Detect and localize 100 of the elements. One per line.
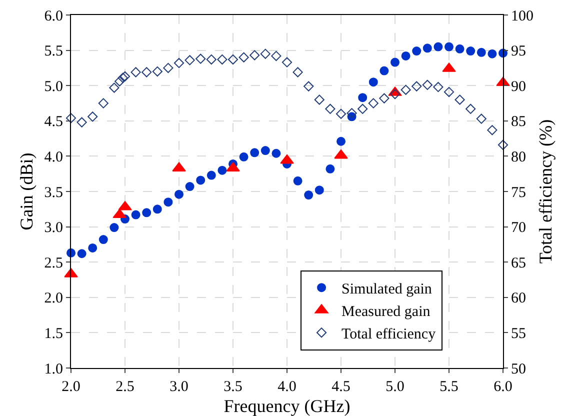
point [272,148,281,158]
point [217,54,228,65]
x-axis-title: Frequency (GHz) [224,396,350,416]
y2-tick-label: 65 [511,255,526,272]
point [498,140,508,150]
point [282,57,292,68]
point [76,117,87,128]
point [163,62,174,73]
point [412,81,422,92]
point [292,67,303,78]
x-tick-label: 4.5 [332,379,350,395]
y-tick-label: 5.5 [44,44,63,60]
point [112,208,126,218]
point [487,125,498,136]
point [280,154,294,164]
point [422,44,432,53]
point [185,182,194,192]
y-tick-label: 3.5 [44,184,63,201]
y-tick-label: 1.5 [44,326,63,342]
legend-label: Measured gain [342,304,431,320]
y-tick-label: 3.0 [44,220,63,236]
point [336,108,346,119]
x-tick-label: 5.5 [440,379,458,395]
point [326,164,335,174]
point [98,98,108,108]
y2-tick-label: 70 [511,220,526,236]
point [142,208,152,218]
point [142,67,152,78]
x-tick-label: 2.5 [116,379,134,395]
point [206,170,216,180]
x-tick-label: 3.5 [224,379,242,395]
point [218,166,227,175]
point [114,76,125,86]
point [196,54,206,64]
point [110,223,119,232]
y2-tick-label: 80 [511,149,526,166]
point [271,50,282,61]
point [131,210,140,220]
point [130,67,141,78]
point [88,243,98,252]
point [380,66,389,76]
point [368,98,378,108]
point [444,42,454,52]
y2-tick-label: 100 [511,8,534,24]
point [109,82,120,93]
point [390,58,400,67]
point [466,104,476,114]
x-tick-label: 2.0 [62,379,80,395]
y2-tick-label: 95 [511,44,526,60]
point [422,80,432,90]
y-tick-label: 2.5 [44,255,63,272]
y-tick-label: 6.0 [44,8,63,24]
point [184,55,195,66]
y2-tick-label: 55 [511,326,526,342]
point [346,108,357,118]
point [88,112,98,122]
point [358,104,368,114]
y-axis-title: Gain (dBi) [16,152,36,230]
point [476,48,486,57]
point [401,51,410,60]
y2-tick-label: 75 [511,184,526,201]
legend-label: Total efficiency [342,326,436,342]
point [314,186,324,195]
point [455,44,464,54]
point [238,52,249,62]
point [228,54,238,65]
point [379,93,390,104]
point [334,149,348,159]
point [454,94,465,105]
y-tick-label: 4.0 [44,149,63,166]
point [434,42,443,52]
point [77,249,86,258]
legend-label: Simulated gain [342,281,432,298]
point [120,71,130,82]
point [98,235,108,244]
point [412,46,422,56]
point [260,48,270,59]
y2-tick-label: 85 [511,114,526,130]
point [336,136,346,146]
x-tick-label: 4.0 [278,379,296,395]
y-tick-label: 5.0 [44,78,63,95]
point [293,176,302,186]
point [476,114,486,124]
point [66,113,76,124]
point [304,190,314,200]
point [433,82,444,92]
y2-tick-label: 60 [511,290,526,307]
point [260,146,270,156]
point [152,66,162,77]
point [206,54,216,65]
point [250,50,260,60]
x-tick-label: 3.0 [170,379,188,395]
point [152,204,162,214]
point [196,176,206,185]
point [368,78,378,87]
point [304,81,314,92]
point [390,89,400,100]
point [314,94,324,105]
y2-tick-label: 50 [511,361,526,378]
point [488,49,497,58]
